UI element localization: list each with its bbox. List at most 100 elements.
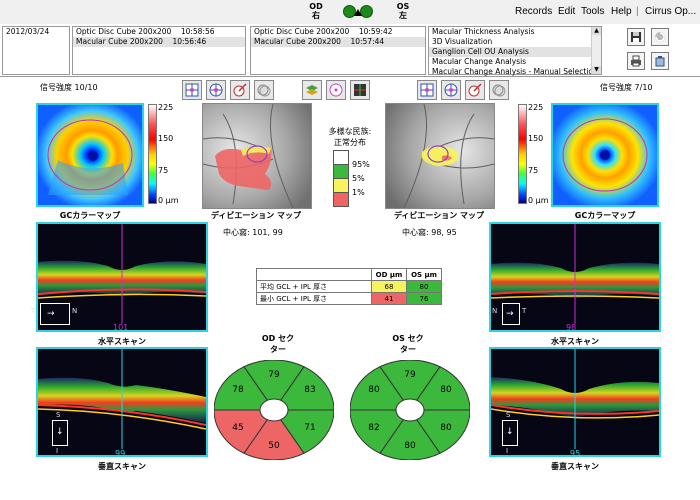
arrow-right-icon: → xyxy=(506,309,514,319)
circle-target-icon[interactable] xyxy=(326,80,346,100)
orient-left: T xyxy=(31,307,36,315)
colorbar-tick: 150 xyxy=(528,134,544,143)
measure-tool-icon[interactable] xyxy=(465,80,485,100)
colorbar-tick: 75 xyxy=(158,166,169,175)
sector-value: 82 xyxy=(368,423,379,433)
menu-edit[interactable]: Edit xyxy=(558,6,576,17)
orient-top: S xyxy=(506,411,511,419)
od-deviation-caption: ディビエーション マップ xyxy=(210,211,302,220)
table-header-row: OD μm OS μm xyxy=(256,268,442,281)
os-deviation-map[interactable] xyxy=(385,103,495,209)
gcl-thickness-table: OD μm OS μm 平均 GCL + IPL 厚さ 68 80 最小 GCL… xyxy=(256,268,442,305)
measure-tool-icon[interactable] xyxy=(230,80,250,100)
menu-tools[interactable]: Tools xyxy=(581,6,605,17)
legend-swatch-red xyxy=(333,192,349,207)
od-sub-label: 右 xyxy=(312,11,320,20)
analysis-item[interactable]: Macular Change Analysis - Manual Selecti… xyxy=(432,67,598,76)
scroll-down-icon[interactable]: ▼ xyxy=(592,66,601,74)
exam-date[interactable]: 2012/03/24 xyxy=(6,27,50,36)
export-icon[interactable] xyxy=(651,52,669,70)
od-sector-bottom xyxy=(243,409,305,460)
save-icon[interactable] xyxy=(627,28,645,46)
arrow-right-icon: → xyxy=(47,309,55,319)
analysis-scrollbar[interactable]: ▲ ▼ xyxy=(591,27,601,74)
disc-overlay-icon[interactable] xyxy=(489,80,509,100)
analysis-list[interactable]: Macular Thickness Analysis 3D Visualizat… xyxy=(428,26,602,76)
scan-time: 10:56:46 xyxy=(172,37,207,46)
layers-icon[interactable] xyxy=(302,80,322,100)
sector-overlay-icon[interactable] xyxy=(441,80,461,100)
os-sector-bottom-left xyxy=(350,409,411,454)
os-scan-row-1[interactable]: Optic Disc Cube 200x200 10:59:42 xyxy=(251,27,425,37)
analysis-item[interactable]: Macular Thickness Analysis xyxy=(432,27,535,36)
crosshair-map-icon[interactable] xyxy=(350,80,370,100)
legend-swatch-yellow xyxy=(333,178,349,193)
fovea-label: 中心窩: xyxy=(223,228,250,237)
exam-date-panel[interactable]: 2012/03/24 xyxy=(2,26,70,75)
table-header-cell xyxy=(256,268,372,281)
fovea-value: 98, 95 xyxy=(431,228,457,237)
os-scan-list[interactable]: Optic Disc Cube 200x200 10:59:42 Macular… xyxy=(250,26,426,75)
table-row: 最小 GCL + IPL 厚さ 41 76 xyxy=(256,292,442,305)
od-horizontal-bscan[interactable] xyxy=(36,222,208,332)
sector-value: 80 xyxy=(368,385,380,395)
od-fovea: 中心窩: 101, 99 xyxy=(223,227,283,238)
grid-overlay-icon[interactable] xyxy=(417,80,437,100)
print-icon[interactable] xyxy=(627,52,645,70)
os-vscan-caption: 垂直スキャン xyxy=(551,462,599,471)
sector-value: 79 xyxy=(268,370,280,380)
analysis-item-selected[interactable]: Ganglion Cell OU Analysis xyxy=(429,47,601,57)
sector-value: 78 xyxy=(232,385,244,395)
scan-time: 10:57:44 xyxy=(350,37,385,46)
orientation-indicator: T → N xyxy=(31,303,77,325)
od-scan-row-2[interactable]: Macular Cube 200x200 10:56:46 xyxy=(73,37,245,47)
signal-label: 信号強度 xyxy=(40,83,72,92)
orient-right: T xyxy=(522,307,527,315)
colorbar-tick: 225 xyxy=(528,103,544,112)
analysis-item[interactable]: 3D Visualization xyxy=(432,37,493,46)
fovea-label: 中心窩: xyxy=(402,228,429,237)
sector-value: 50 xyxy=(268,441,280,451)
scroll-up-icon[interactable]: ▲ xyxy=(592,27,601,35)
fovea-value: 101, 99 xyxy=(252,228,283,237)
od-sector-top xyxy=(243,360,305,411)
table-header-cell: OD μm xyxy=(371,268,407,281)
od-eye-label[interactable]: OD 右 xyxy=(303,2,329,20)
orient-bottom: I xyxy=(56,447,59,455)
sector-value: 80 xyxy=(404,441,416,451)
menu-help[interactable]: Help xyxy=(611,6,632,17)
arrow-down-icon: ↓ xyxy=(56,427,64,437)
os-sector-title: OS セク ター xyxy=(392,334,424,354)
orient-top: S xyxy=(56,411,61,419)
os-sector-top-right xyxy=(409,366,470,411)
od-hscan-caption: 水平スキャン xyxy=(98,337,146,346)
os-value-cell: 80 xyxy=(406,280,442,293)
analysis-item[interactable]: Macular Change Analysis xyxy=(432,57,527,66)
grid-overlay-icon[interactable] xyxy=(182,80,202,100)
os-sector-map[interactable]: 79 80 80 80 82 80 xyxy=(350,360,470,460)
os-eye-label[interactable]: OS 左 xyxy=(390,2,416,20)
od-deviation-map[interactable] xyxy=(202,103,312,209)
legend-label: 95% xyxy=(352,160,370,169)
colorbar-tick: 225 xyxy=(158,103,174,112)
od-gc-color-map[interactable] xyxy=(36,103,144,207)
os-horizontal-bscan[interactable] xyxy=(489,222,661,332)
od-scan-list[interactable]: Optic Disc Cube 200x200 10:58:56 Macular… xyxy=(72,26,246,75)
disc-overlay-icon[interactable] xyxy=(254,80,274,100)
menu-records[interactable]: Records xyxy=(515,6,553,17)
od-vscan-caption: 垂直スキャン xyxy=(98,462,146,471)
sector-value: 83 xyxy=(304,385,315,395)
od-sector-bottom-right xyxy=(273,409,334,454)
os-scan-row-2[interactable]: Macular Cube 200x200 10:57:44 xyxy=(251,37,425,47)
od-vertical-bscan[interactable] xyxy=(36,347,208,457)
refresh-icon[interactable] xyxy=(651,28,669,46)
os-gc-color-map[interactable] xyxy=(551,103,659,207)
menu-cirrus[interactable]: Cirrus Op... xyxy=(645,6,697,17)
orientation-indicator: S ↓ I xyxy=(502,411,518,455)
od-scan-row-1[interactable]: Optic Disc Cube 200x200 10:58:56 xyxy=(73,27,245,37)
os-hscan-number: 98 xyxy=(566,323,577,332)
os-hscan-caption: 水平スキャン xyxy=(551,337,599,346)
od-value-cell: 41 xyxy=(371,292,407,305)
od-sector-map[interactable]: 79 83 71 50 45 78 xyxy=(214,360,334,460)
sector-overlay-icon[interactable] xyxy=(206,80,226,100)
